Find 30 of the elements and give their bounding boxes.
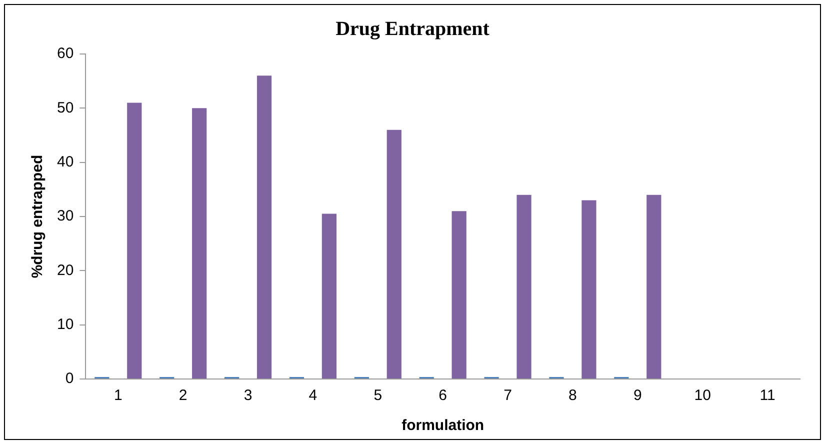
bar xyxy=(127,102,142,378)
x-axis-title: formulation xyxy=(402,417,484,434)
x-tick-label: 7 xyxy=(504,387,512,404)
bar xyxy=(256,76,272,378)
x-tick-label: 4 xyxy=(308,387,318,404)
y-tick-label: 10 xyxy=(56,316,74,333)
x-tick-label: 6 xyxy=(438,387,448,404)
x-tick-label: 5 xyxy=(374,387,382,404)
x-tick-label: 9 xyxy=(633,387,642,404)
y-tick-label: 30 xyxy=(56,208,74,225)
y-tick-label: 0 xyxy=(65,370,74,388)
x-tick-label: 1 xyxy=(114,387,122,404)
x-tick-label: 8 xyxy=(568,387,577,404)
y-tick-label: 40 xyxy=(56,153,74,170)
bar xyxy=(386,130,402,378)
bar xyxy=(322,214,337,378)
bar xyxy=(516,194,532,378)
x-tick-label: 3 xyxy=(244,387,252,404)
chart-title: Drug Entrapment xyxy=(336,18,490,40)
bar xyxy=(646,194,662,378)
y-tick-label: 60 xyxy=(56,45,74,62)
bar xyxy=(452,211,466,378)
x-tick-label: 10 xyxy=(694,387,711,404)
y-axis-title: %drug entrapped xyxy=(29,154,46,278)
y-tick-label: 50 xyxy=(56,99,74,116)
bar xyxy=(192,108,207,378)
bar xyxy=(582,200,596,378)
x-tick-label: 2 xyxy=(178,387,188,404)
y-tick-label: 20 xyxy=(56,262,74,279)
x-tick-label: 11 xyxy=(760,387,776,404)
